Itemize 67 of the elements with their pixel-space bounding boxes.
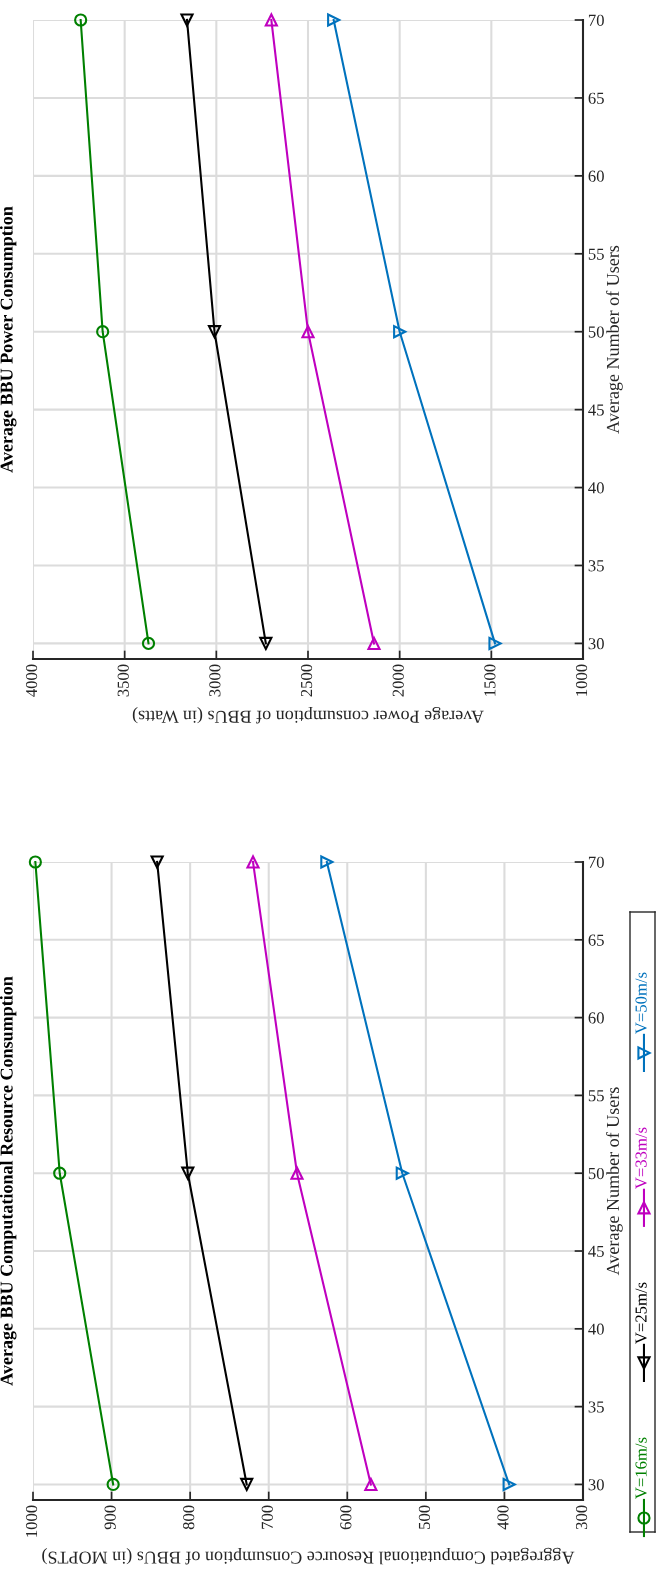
point: [150, 855, 164, 869]
y-tick-label: 50: [588, 326, 604, 338]
y-tick-label: 45: [588, 1245, 604, 1257]
point: [488, 636, 502, 651]
x-tick-label: 4000: [25, 664, 38, 697]
point: [364, 1477, 378, 1492]
y-tick-label: 60: [588, 1012, 604, 1024]
x-tick-label: 2000: [392, 664, 404, 697]
point: [180, 13, 194, 27]
text: Average BBU Computational Resource Consumption: [0, 976, 17, 1386]
x-tick-label: 800: [183, 1505, 195, 1530]
x-tick-label: 1000: [25, 1505, 38, 1537]
y-tick-label: 30: [588, 1479, 604, 1491]
y-tick-label: 65: [588, 92, 604, 104]
y-tick-label: 65: [588, 934, 604, 946]
y-tick-label: 60: [588, 170, 604, 182]
point: [53, 1166, 67, 1180]
x-tick-label: 3500: [117, 664, 129, 697]
point: [141, 636, 156, 651]
x-tick-label: 600: [340, 1505, 352, 1530]
point: [327, 13, 341, 27]
text: V=25m/s: [635, 1282, 647, 1344]
point: [301, 325, 315, 339]
y-tick-label: 70: [588, 14, 604, 26]
x-tick-label: 700: [261, 1505, 273, 1529]
x-tick-label: 300: [575, 1505, 588, 1530]
x-axis-title: Aggregated Computational Resource Consumption of BBUs (in MOPTS): [42, 1547, 575, 1565]
y-tick-label: 40: [588, 482, 604, 494]
y-tick-label: 40: [588, 1323, 604, 1335]
y-axis-title: Average Number of Users: [606, 245, 623, 434]
point: [207, 325, 222, 339]
y-tick-label: 55: [588, 1090, 604, 1102]
x-tick-label: 2500: [300, 664, 313, 697]
y-axis-title: Average Number of Users: [606, 1087, 623, 1276]
point: [96, 325, 110, 339]
point: [259, 636, 273, 651]
point: [264, 13, 278, 27]
point: [502, 1477, 516, 1492]
y-tick-label: 30: [588, 638, 604, 650]
point: [393, 325, 407, 339]
point: [367, 636, 381, 651]
x-tick-label: 3000: [209, 664, 221, 697]
y-tick-label: 35: [588, 1401, 604, 1413]
x-tick-label: 1500: [484, 664, 496, 696]
x-tick-label: 1000: [575, 664, 588, 696]
y-tick-label: 45: [588, 404, 604, 416]
point: [246, 855, 260, 869]
x-tick-label: 900: [104, 1505, 116, 1530]
text: Average BBU Power Consumption: [0, 206, 17, 473]
point: [28, 855, 42, 869]
point: [395, 1166, 409, 1180]
text: V=33m/s: [635, 1127, 647, 1189]
point: [106, 1477, 120, 1492]
x-tick-label: 400: [497, 1505, 509, 1530]
point: [240, 1477, 254, 1492]
y-tick-label: 70: [588, 856, 604, 868]
text: V=50m/s: [635, 972, 647, 1034]
y-tick-label: 35: [588, 560, 604, 572]
x-axis-title: Average Power consumption of BBUs (in Watts): [132, 706, 484, 724]
point: [290, 1166, 304, 1180]
point: [74, 13, 88, 27]
y-tick-label: 55: [588, 248, 604, 260]
text: V=16m/s: [635, 1437, 647, 1499]
y-tick-label: 50: [588, 1167, 604, 1180]
point: [181, 1166, 195, 1180]
point: [320, 855, 334, 869]
x-tick-label: 500: [418, 1505, 431, 1529]
